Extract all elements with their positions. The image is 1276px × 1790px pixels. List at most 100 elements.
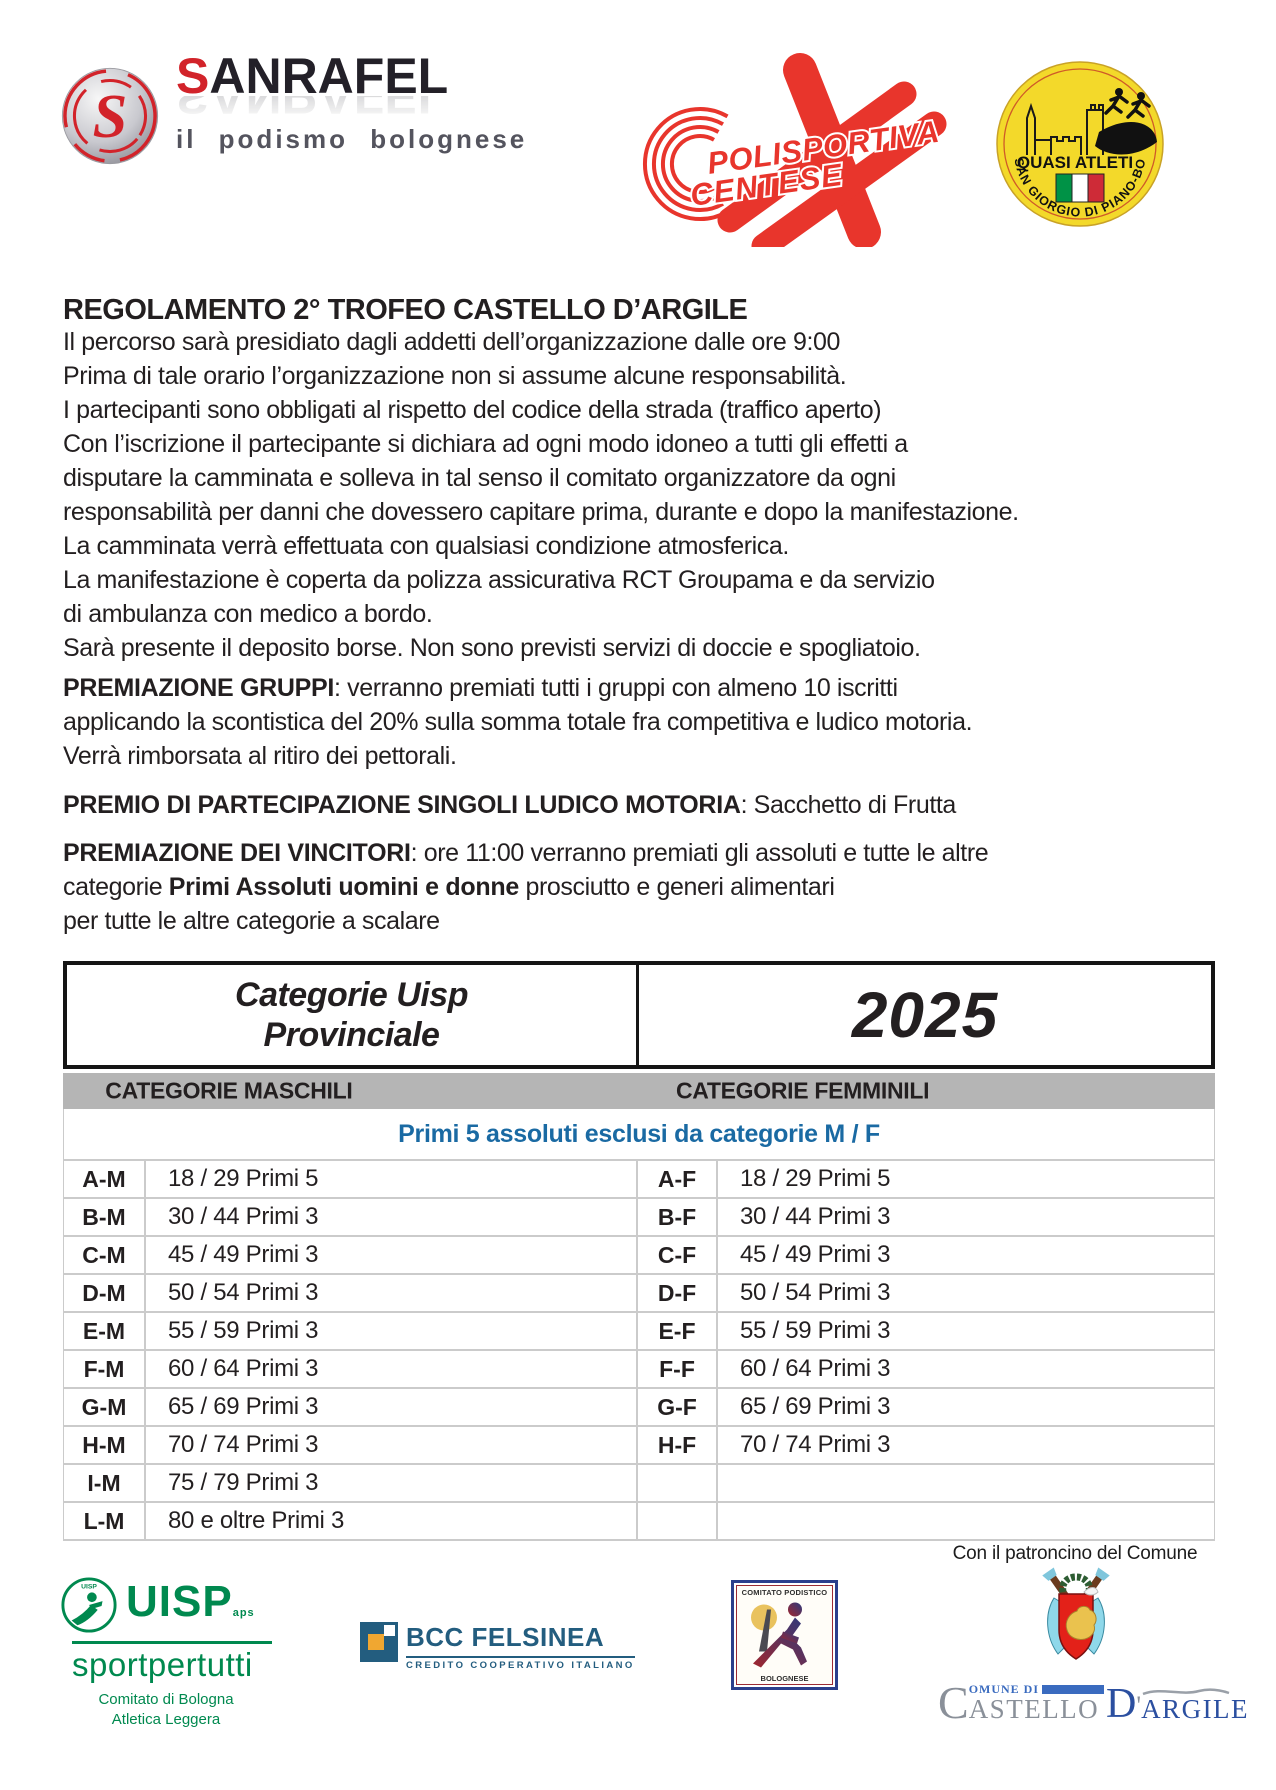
category-code-female: B-F [638,1199,718,1235]
category-desc-male: 60 / 64 Primi 3 [146,1351,638,1387]
table-column-headers: CATEGORIE MASCHILI CATEGORIE FEMMINILI [63,1073,1215,1109]
category-code-male: A-M [64,1161,146,1197]
section-premio-partecipazione: PREMIO DI PARTECIPAZIONE SINGOLI LUDICO … [63,788,1203,822]
category-code-female: D-F [638,1275,718,1311]
section-line: PREMIO DI PARTECIPAZIONE SINGOLI LUDICO … [63,791,956,819]
podistico-runner-icon [750,1602,807,1668]
uisp-divider [72,1641,272,1644]
bcc-name: BCC FELSINEA [406,1622,605,1652]
category-code-male: D-M [64,1275,146,1311]
section-premiazione-vincitori: PREMIAZIONE DEI VINCITORI: ore 11:00 ver… [63,836,1203,938]
section-premiazione-gruppi: PREMIAZIONE GRUPPI: verranno premiati tu… [63,671,1203,773]
category-desc-female [718,1503,1212,1539]
uisp-name: UISPaps [126,1577,255,1626]
paragraph-line: di ambulanza con medico a bordo. [63,600,433,628]
section-label: PREMIAZIONE DEI VINCITORI [63,839,411,867]
paragraph-line: I partecipanti sono obbligati al rispett… [63,396,882,424]
category-desc-female: 45 / 49 Primi 3 [740,1241,891,1268]
svg-text:S: S [93,82,128,151]
category-code-female: F-F [638,1351,718,1387]
category-desc-female: 70 / 74 Primi 3 [740,1431,891,1458]
table-row: B-M 30 / 44 Primi 3 B-F 30 / 44 Primi 3 [64,1199,1214,1237]
regulation-paragraph: Il percorso sarà presidiato dagli addett… [63,325,1203,665]
table-year: 2025 [851,979,999,1051]
sanrafel-name-reflection: SANRAFEL [176,96,536,122]
table-row: G-M 65 / 69 Primi 3 G-F 65 / 69 Primi 3 [64,1389,1214,1427]
section-label: PREMIAZIONE GRUPPI [63,674,335,702]
column-header-male: CATEGORIE MASCHILI [105,1077,353,1104]
category-code-male: B-M [64,1199,146,1235]
uisp-subtitle: Comitato di Bologna Atletica Leggera [98,1691,234,1728]
category-code-male: I-M [64,1465,146,1501]
category-desc-male: 30 / 44 Primi 3 [146,1199,638,1235]
table-title-row: Categorie Uisp Provinciale 2025 [63,961,1215,1069]
table-row: D-M 50 / 54 Primi 3 D-F 50 / 54 Primi 3 [64,1275,1214,1313]
polisportiva-centese-logo: POLISPORTIVA CENTESE [642,53,947,247]
table-body: A-M 18 / 29 Primi 5 A-F 18 / 29 Primi 5 … [63,1159,1215,1541]
bcc-icon [360,1622,398,1662]
patrocinio-text: Con il patroncino del Comune [952,1543,1198,1564]
table-title: Categorie Uisp Provinciale [67,965,639,1065]
podistico-top-text: COMITATO PODISTICO [741,1588,828,1597]
category-code-male: L-M [64,1503,146,1539]
sanrafel-name: SANRAFEL [176,48,449,104]
category-code-female: E-F [638,1313,718,1349]
category-desc-male: 50 / 54 Primi 3 [146,1275,638,1311]
category-desc-female: 65 / 69 Primi 3 [740,1393,891,1420]
sanrafel-wordmark: SANRAFEL SANRAFEL il podismo bolognese [176,50,536,155]
section-line: per tutte le altre categorie a scalare [63,907,440,935]
castello-dargile-crest [1042,1567,1110,1660]
category-desc-male: 18 / 29 Primi 5 [146,1161,638,1197]
category-desc-male: 80 e oltre Primi 3 [146,1503,638,1539]
table-note: Primi 5 assoluti esclusi da categorie M … [63,1109,1215,1159]
table-row: F-M 60 / 64 Primi 3 F-F 60 / 64 Primi 3 [64,1351,1214,1389]
comitato-podistico-logo: COMITATO PODISTICO BOLOGNESE [731,1580,838,1690]
section-line: categorie Primi Assoluti uomini e donne … [63,873,835,901]
sanrafel-tagline: il podismo bolognese [176,124,528,154]
category-desc-male: 65 / 69 Primi 3 [146,1389,638,1425]
uisp-tagline: sportpertutti [72,1646,253,1683]
section-label: PREMIO DI PARTECIPAZIONE SINGOLI LUDICO … [63,791,741,819]
category-code-female: H-F [638,1427,718,1463]
section-line: Verrà rimborsata al ritiro dei pettorali… [63,742,457,770]
paragraph-line: disputare la camminata e solleva in tal … [63,464,896,492]
category-code-female [638,1503,718,1539]
page-title: REGOLAMENTO 2° TROFEO CASTELLO D’ARGILE [63,294,748,326]
category-desc-male: 55 / 59 Primi 3 [146,1313,638,1349]
paragraph-line: Il percorso sarà presidiato dagli addett… [63,328,841,356]
section-line: applicando la scontistica del 20% sulla … [63,708,973,736]
paragraph-line: Sarà presente il deposito borse. Non son… [63,634,921,662]
quasi-atleti-logo: QUASI ATLETI SAN GIORGIO DI PIANO-BO [996,61,1164,227]
bcc-subtitle: CREDITO COOPERATIVO ITALIANO [406,1656,635,1671]
category-code-male: C-M [64,1237,146,1273]
category-code-male: E-M [64,1313,146,1349]
sanrafel-badge-icon: S [61,67,159,165]
table-row: I-M 75 / 79 Primi 3 [64,1465,1214,1503]
category-desc-female: 60 / 64 Primi 3 [740,1355,891,1382]
category-desc-male: 45 / 49 Primi 3 [146,1237,638,1273]
category-code-male: F-M [64,1351,146,1387]
paragraph-line: Con l’iscrizione il partecipante si dich… [63,430,908,458]
column-header-female: CATEGORIE FEMMINILI [675,1077,930,1104]
uisp-aps: aps [232,1607,255,1619]
paragraph-line: La camminata verrà effettuata con qualsi… [63,532,789,560]
quasi-atleti-title: QUASI ATLETI [1017,153,1133,172]
category-desc-male: 75 / 79 Primi 3 [146,1465,638,1501]
table-row: L-M 80 e oltre Primi 3 [64,1503,1214,1540]
section-line: PREMIAZIONE GRUPPI: verranno premiati tu… [63,674,898,702]
wordmark-wave-icon [1142,1688,1230,1696]
category-code-female: G-F [638,1389,718,1425]
paragraph-line: responsabilità per danni che dovessero c… [63,498,1019,526]
paragraph-line: Prima di tale orario l’organizzazione no… [63,362,847,390]
category-code-female: A-F [638,1161,718,1197]
uisp-runner-icon: UISP [61,1577,117,1633]
table-row: H-M 70 / 74 Primi 3 H-F 70 / 74 Primi 3 [64,1427,1214,1465]
section-line: PREMIAZIONE DEI VINCITORI: ore 11:00 ver… [63,839,989,867]
table-row: E-M 55 / 59 Primi 3 E-F 55 / 59 Primi 3 [64,1313,1214,1351]
category-code-male: G-M [64,1389,146,1425]
paragraph-line: La manifestazione è coperta da polizza a… [63,566,935,594]
table-row: A-M 18 / 29 Primi 5 A-F 18 / 29 Primi 5 [64,1161,1214,1199]
category-desc-male: 70 / 74 Primi 3 [146,1427,638,1463]
uisp-logo: UISP UISPaps sportpertutti Comitato di B… [60,1576,280,1730]
